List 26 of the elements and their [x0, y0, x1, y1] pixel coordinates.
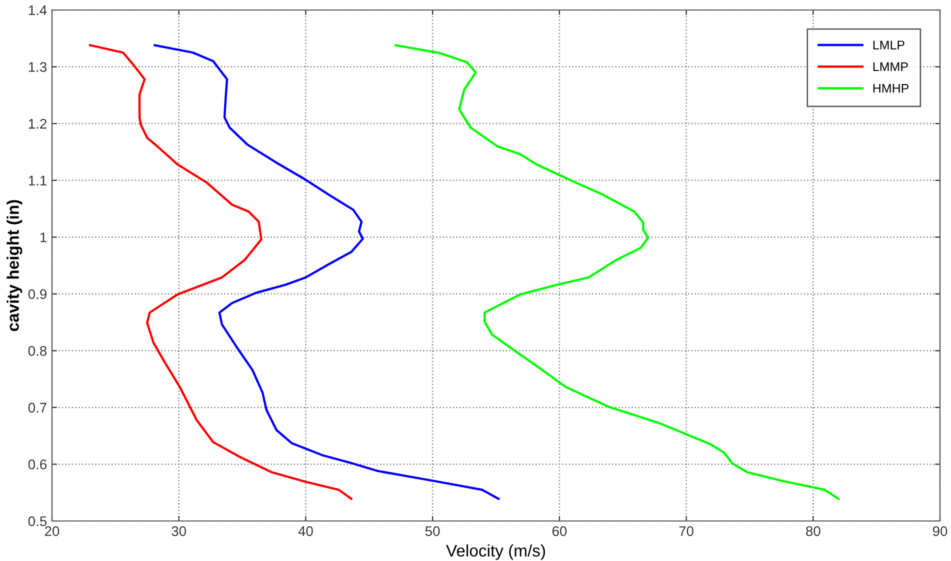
x-tick-label: 60: [552, 526, 567, 536]
x-tick-label: 90: [932, 526, 948, 536]
line-series: [154, 44, 500, 500]
y-tick-label: 1: [40, 232, 46, 242]
x-tick-label: 50: [425, 526, 440, 536]
y-tick-label: 1.4: [28, 5, 47, 16]
line-series: [88, 44, 352, 500]
y-axis-title: cavity height (in): [6, 200, 22, 332]
y-tick-label: 0.5: [28, 516, 47, 526]
x-tick-label: 70: [679, 526, 694, 536]
x-tick-label: 80: [806, 526, 820, 536]
x-tick-label: 30: [172, 526, 186, 536]
y-tick-label: 1.1: [28, 176, 46, 186]
y-tick-label: 0.8: [28, 346, 47, 356]
y-tick-label: 1.2: [28, 118, 46, 129]
x-tick-label: 20: [44, 526, 60, 536]
legend-label: HMHP: [873, 84, 909, 93]
x-tick-label: 40: [298, 526, 313, 536]
y-tick-label: 0.6: [28, 460, 47, 470]
y-tick-label: 0.9: [28, 289, 46, 300]
legend-label: LMMP: [873, 62, 908, 71]
x-axis-title: Velocity (m/s): [446, 544, 545, 560]
y-tick-label: 0.7: [28, 402, 46, 413]
line-series: [394, 44, 840, 500]
y-tick-label: 1.3: [28, 62, 47, 72]
legend-label: LMLP: [873, 40, 904, 50]
